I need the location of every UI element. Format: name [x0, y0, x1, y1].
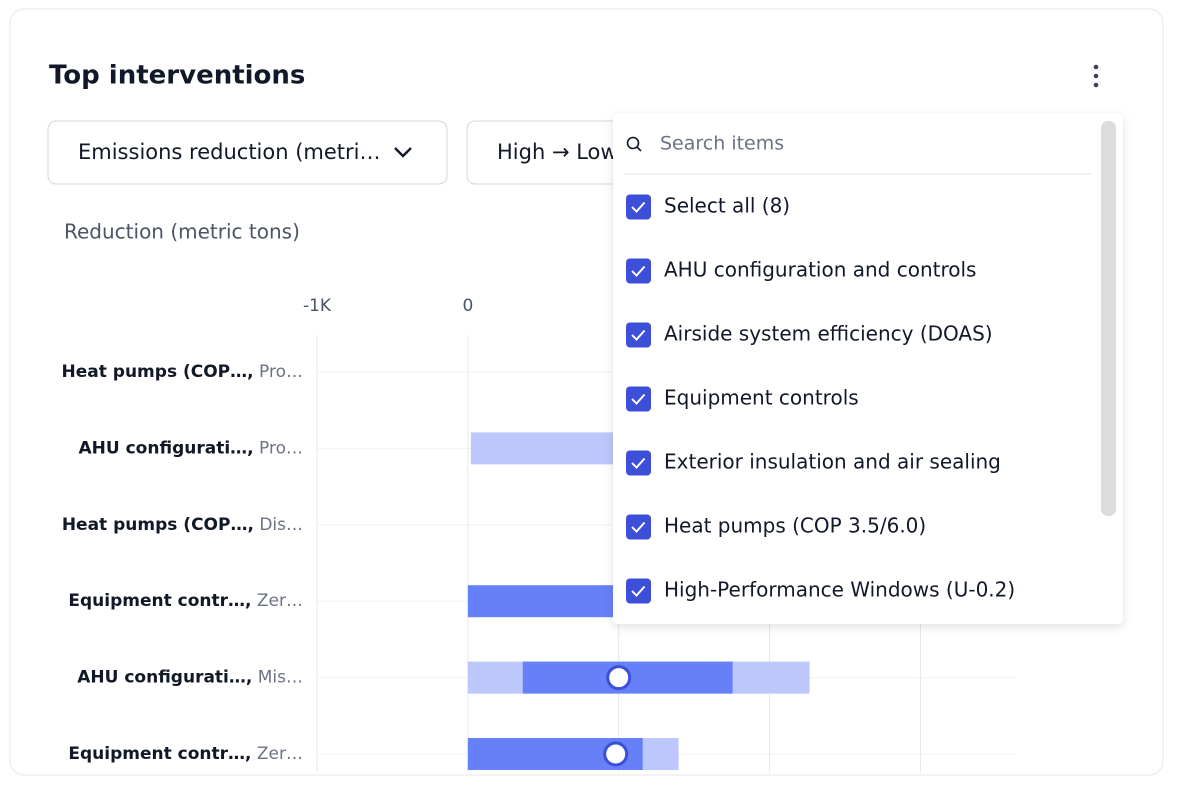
- row-name: Heat pumps (COP…,: [62, 515, 254, 535]
- search-icon: [626, 136, 640, 150]
- row-sublabel: Zer…: [257, 744, 303, 764]
- search-icon: [636, 146, 642, 152]
- checkbox[interactable]: [626, 450, 651, 476]
- item-label[interactable]: Equipment controls: [664, 386, 859, 410]
- metric-select-text: Emissions reduction (metri…: [78, 140, 381, 164]
- item-label[interactable]: Exterior insulation and air sealing: [664, 450, 1001, 474]
- checkbox[interactable]: [626, 514, 651, 540]
- row-sublabel: Pro…: [259, 438, 303, 458]
- row-sublabel: Zer…: [257, 591, 303, 611]
- search-input[interactable]: Search items: [660, 133, 784, 155]
- metric-select[interactable]: [47, 120, 448, 185]
- dropdown-panel: [613, 113, 1123, 624]
- row-sublabel: Dis…: [259, 515, 303, 535]
- row-label: Equipment contr…, Zer…: [68, 591, 303, 611]
- row-name: Equipment contr…,: [68, 744, 251, 764]
- item-label[interactable]: Heat pumps (COP 3.5/6.0): [664, 514, 926, 538]
- axis-label: Reduction (metric tons): [64, 220, 300, 244]
- scrollbar: [1101, 121, 1116, 516]
- more-menu[interactable]: [1093, 64, 1099, 88]
- item-label[interactable]: Airside system efficiency (DOAS): [664, 322, 993, 346]
- x-tick-label: -1K: [303, 296, 332, 316]
- check: [631, 201, 646, 213]
- chevron: [394, 147, 412, 158]
- row-name: AHU configurati…,: [79, 438, 254, 458]
- item-label[interactable]: High-Performance Windows (U-0.2): [664, 578, 1015, 602]
- row-name: AHU configurati…,: [77, 668, 252, 688]
- sort-select-text: High → Low: [497, 140, 618, 164]
- checkbox[interactable]: [626, 258, 651, 284]
- row-label: AHU configurati…, Mis…: [77, 668, 303, 688]
- row-name: Heat pumps (COP…,: [62, 362, 254, 382]
- checkbox[interactable]: [626, 386, 651, 412]
- check: [631, 457, 646, 469]
- check: [631, 265, 646, 277]
- x-tick-label: 0: [462, 296, 473, 316]
- check: [631, 329, 646, 341]
- point: [603, 741, 629, 767]
- row-name: Equipment contr…,: [68, 591, 251, 611]
- checkbox[interactable]: [626, 322, 651, 348]
- item-label[interactable]: AHU configuration and controls: [664, 258, 976, 282]
- row-label: Equipment contr…, Zer…: [68, 744, 303, 764]
- card-title: Top interventions: [49, 61, 305, 91]
- checkbox[interactable]: [626, 578, 651, 604]
- point: [606, 665, 632, 691]
- check: [631, 521, 646, 533]
- row-label: Heat pumps (COP…, Dis…: [62, 515, 303, 535]
- check: [631, 393, 646, 405]
- check: [631, 585, 646, 597]
- row-sublabel: Mis…: [258, 668, 303, 688]
- row-sublabel: Pro…: [259, 362, 303, 382]
- checkbox[interactable]: [626, 194, 651, 220]
- row-label: Heat pumps (COP…, Pro…: [62, 362, 303, 382]
- item-label[interactable]: Select all (8): [664, 194, 790, 218]
- dropdown: Search items Select all (8) AHU configura…: [613, 113, 1123, 624]
- row-label: AHU configurati…, Pro…: [79, 438, 304, 458]
